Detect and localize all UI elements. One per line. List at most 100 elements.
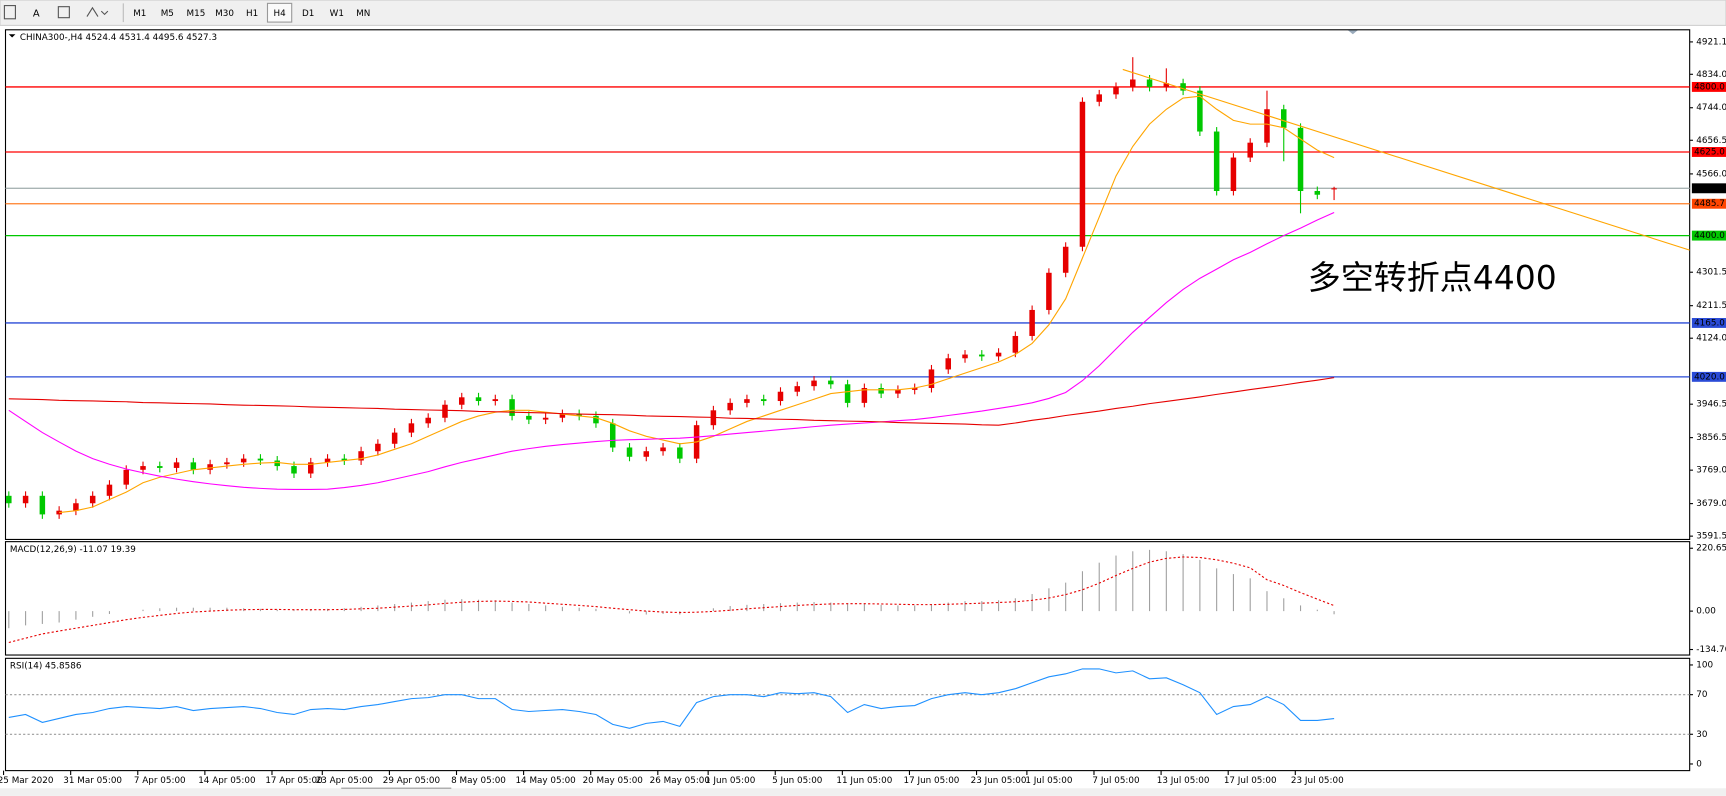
icon[interactable] — [57, 6, 70, 19]
x-tick-label: 7 Apr 05:00 — [134, 776, 186, 786]
x-tick-label: 14 Apr 05:00 — [198, 776, 256, 786]
candle-body — [22, 495, 29, 504]
candle-body — [526, 415, 532, 420]
moving-average — [8, 377, 1335, 426]
candle-body — [274, 460, 280, 467]
candle-body — [794, 386, 801, 392]
y-tick-label: 30 — [1696, 730, 1708, 740]
candle-body — [777, 391, 784, 402]
y-tick-label: 4301.5 — [1696, 268, 1726, 278]
candle-body — [408, 423, 415, 433]
y-tick-label: 70 — [1696, 690, 1708, 700]
candle-body — [291, 466, 297, 474]
candle-body — [626, 447, 633, 457]
candle-body — [744, 399, 750, 403]
x-tick-label: 14 May 05:00 — [515, 776, 576, 786]
candle-body — [1314, 191, 1321, 195]
candle-body — [173, 462, 180, 468]
period-button[interactable]: MN — [356, 9, 370, 19]
candle-body — [375, 443, 381, 452]
candle-body — [576, 414, 582, 416]
candle-body — [1062, 246, 1069, 273]
candle-body — [1113, 86, 1119, 95]
x-tick-label: 23 Jul 05:00 — [1291, 776, 1344, 786]
candle-body — [1130, 79, 1136, 87]
candle-body — [1264, 109, 1270, 143]
y-tick-label: 4744.0 — [1696, 103, 1726, 113]
level-label-box — [1691, 230, 1726, 241]
x-tick-label: 17 Jun 05:00 — [904, 776, 960, 786]
candle-body — [609, 423, 616, 448]
y-tick-label: 4211.5 — [1696, 301, 1726, 311]
x-tick-label: 13 Jul 05:00 — [1157, 776, 1210, 786]
toolbar-bg — [0, 0, 1726, 26]
x-tick-label: 23 Jun 05:00 — [971, 776, 1027, 786]
icon[interactable] — [86, 6, 109, 17]
candle-body — [1180, 83, 1186, 91]
candle-body — [308, 462, 314, 474]
panel-title: RSI(14) 45.8586 — [10, 662, 82, 672]
candle-body — [660, 447, 666, 452]
candle-body — [643, 451, 650, 457]
candle-body — [1163, 83, 1170, 87]
icon[interactable] — [3, 5, 16, 20]
candle-body — [358, 451, 364, 461]
candle-body — [677, 447, 683, 459]
candle-body — [542, 417, 549, 420]
candle-body — [844, 384, 851, 403]
period-button[interactable]: M1 — [133, 9, 146, 19]
level-label: 4165.0 — [1694, 318, 1725, 328]
candle-body — [861, 388, 868, 403]
candle-body — [1230, 157, 1237, 192]
y-tick-label: 3591.5 — [1696, 532, 1726, 542]
period-button[interactable]: M15 — [187, 9, 206, 19]
period-button[interactable]: D1 — [302, 9, 314, 19]
level-label-box — [1691, 371, 1726, 382]
panel-title: CHINA300-,H4 4524.4 4531.4 4495.6 4527.3 — [20, 33, 217, 43]
candle-body — [878, 388, 884, 394]
candle-body — [1297, 127, 1304, 192]
candle-body — [475, 397, 482, 402]
candle-body — [1331, 188, 1337, 190]
x-tick-label: 23 Apr 05:00 — [316, 776, 374, 786]
y-tick-label: 100 — [1696, 660, 1713, 670]
x-tick-label: 29 Apr 05:00 — [383, 776, 441, 786]
level-label-box — [1691, 318, 1726, 328]
y-tick-label: 3679.0 — [1696, 499, 1726, 509]
candle-body — [492, 399, 499, 402]
level-label: 4485.7 — [1694, 199, 1725, 209]
shift-marker — [1347, 29, 1359, 35]
candle-body — [324, 458, 331, 463]
y-tick-label: 3769.0 — [1696, 466, 1726, 476]
candle-body — [1146, 79, 1153, 87]
candle-body — [391, 432, 398, 444]
font-button[interactable]: A — [33, 8, 40, 19]
panel-frame — [4, 29, 1691, 540]
y-tick-label: 0.00 — [1696, 607, 1716, 617]
candle-body — [425, 417, 431, 424]
candle-body — [341, 458, 348, 461]
candle-body — [1096, 94, 1102, 102]
candle-body — [1247, 142, 1253, 158]
candle-body — [1197, 90, 1203, 132]
candle-body — [1281, 109, 1287, 128]
period-button[interactable]: M30 — [215, 9, 234, 19]
x-tick-label: 31 Mar 05:00 — [63, 776, 122, 786]
period-button[interactable]: H4 — [273, 9, 286, 19]
toolbar: A — [0, 0, 1726, 26]
candle-body — [39, 495, 46, 515]
candle-body — [442, 404, 448, 418]
x-tick-label: 20 May 05:00 — [583, 776, 644, 786]
period-button[interactable]: W1 — [330, 9, 344, 19]
candle-body — [123, 469, 129, 485]
period-button[interactable]: M5 — [161, 9, 174, 19]
period-button[interactable]: H1 — [246, 9, 258, 19]
candle-body — [190, 462, 197, 470]
tab-strip — [0, 788, 1726, 796]
level-label: 4400.0 — [1694, 231, 1725, 241]
candle-body — [979, 354, 985, 357]
level-label-box — [1691, 147, 1726, 157]
candle-body — [727, 402, 733, 411]
